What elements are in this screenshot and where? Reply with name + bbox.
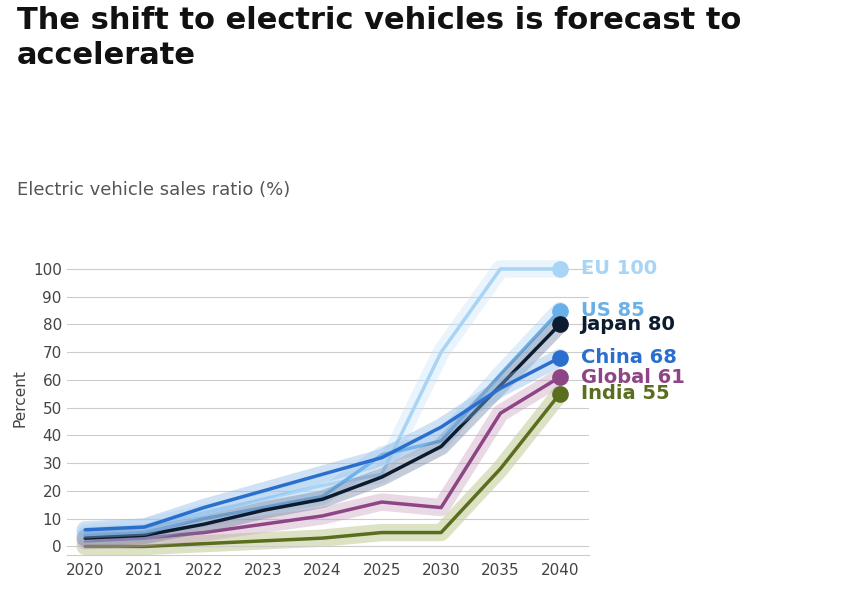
Text: The shift to electric vehicles is forecast to
accelerate: The shift to electric vehicles is foreca… <box>17 6 741 70</box>
Text: India 55: India 55 <box>580 384 669 403</box>
Text: US 85: US 85 <box>580 301 644 320</box>
Text: Japan 80: Japan 80 <box>580 315 675 334</box>
Text: Global 61: Global 61 <box>580 368 685 387</box>
Text: EU 100: EU 100 <box>580 259 657 279</box>
Text: Electric vehicle sales ratio (%): Electric vehicle sales ratio (%) <box>17 181 290 199</box>
Y-axis label: Percent: Percent <box>13 369 28 427</box>
Text: China 68: China 68 <box>580 349 676 367</box>
